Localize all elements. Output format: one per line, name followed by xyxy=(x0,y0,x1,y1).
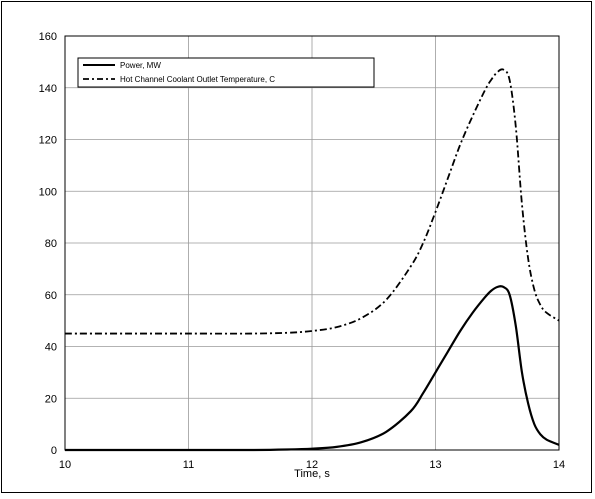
legend-box xyxy=(77,57,375,88)
grid xyxy=(65,36,559,450)
y-tick-label: 80 xyxy=(45,238,57,250)
x-ticks: 10 11 12 13 14 xyxy=(59,459,565,471)
legend: Power, MW Hot Channel Coolant Outlet Tem… xyxy=(77,57,375,88)
plot-border xyxy=(64,35,560,451)
series-line-power xyxy=(65,285,560,452)
x-tick-label: 10 xyxy=(59,459,71,471)
y-tick-label: 20 xyxy=(45,393,57,405)
x-tick-label: 12 xyxy=(306,459,318,471)
y-tick-label: 60 xyxy=(45,290,57,302)
chart: 0 20 40 60 80 100 120 140 160 10 11 12 13 14 Time, s… xyxy=(39,31,565,480)
series-layer xyxy=(65,68,560,452)
y-tick-label: 160 xyxy=(39,31,57,43)
y-tick-label: 120 xyxy=(39,135,57,147)
y-tick-label: 100 xyxy=(39,186,57,198)
y-ticks: 0 20 40 60 80 100 120 140 160 xyxy=(39,31,57,457)
x-tick-label: 13 xyxy=(429,459,441,471)
x-tick-label: 14 xyxy=(553,459,565,471)
legend-label-temperature: Hot Channel Coolant Outlet Temperature, … xyxy=(120,75,275,84)
x-tick-label: 11 xyxy=(183,459,194,471)
legend-label-power: Power, MW xyxy=(120,61,161,70)
y-tick-label: 0 xyxy=(51,445,57,457)
y-tick-label: 40 xyxy=(45,342,57,354)
x-axis-label: Time, s xyxy=(294,468,330,480)
y-tick-label: 140 xyxy=(39,83,57,95)
chart-frame: 0 20 40 60 80 100 120 140 160 10 11 12 13 14 Time, s… xyxy=(1,1,592,493)
series-line-temperature xyxy=(65,68,560,335)
